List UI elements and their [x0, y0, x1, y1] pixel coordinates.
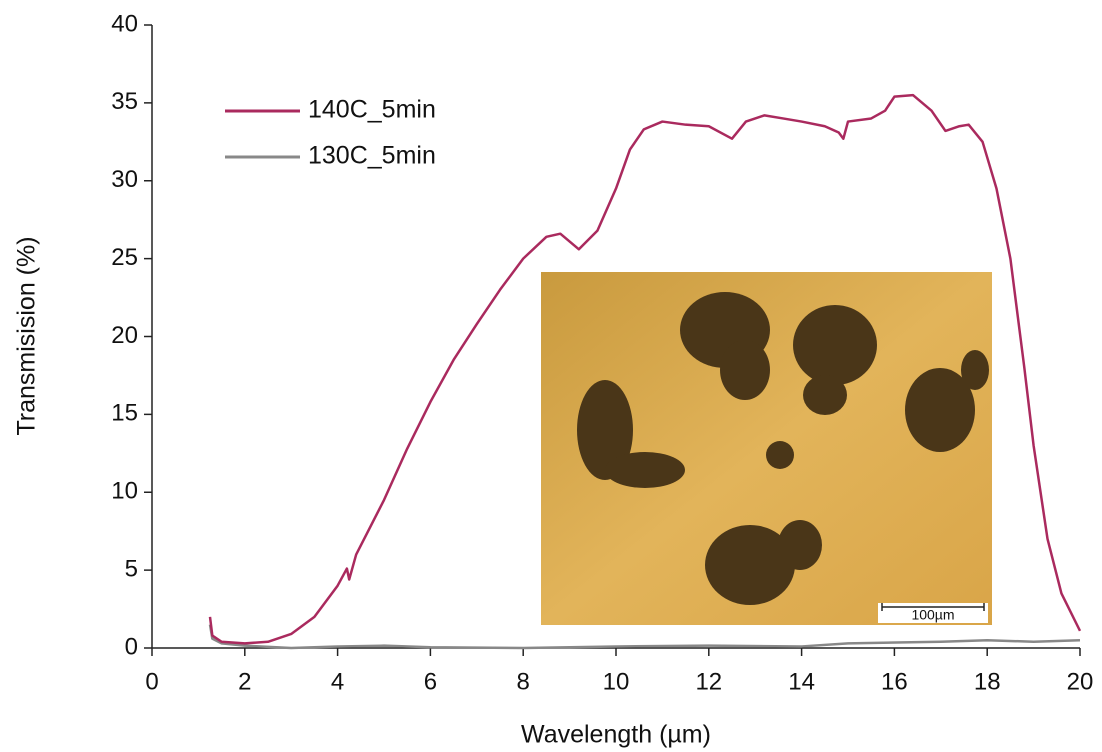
- x-tick-label: 4: [331, 668, 344, 695]
- x-axis-label: Wavelength (µm): [521, 721, 711, 749]
- y-tick-label: 35: [111, 88, 138, 115]
- y-tick-label: 10: [111, 478, 138, 505]
- x-tick-label: 0: [145, 668, 158, 695]
- y-axis-label: Transmisision (%): [13, 236, 41, 435]
- y-tick-label: 40: [111, 10, 138, 37]
- data-line: [208, 93, 1082, 645]
- x-tick-label: 14: [788, 668, 815, 695]
- x-tick-label: 18: [974, 668, 1001, 695]
- inset-image: 100µm: [541, 272, 992, 625]
- x-tick-label: 2: [238, 668, 251, 695]
- y-tick-label: 5: [125, 555, 138, 582]
- y-tick-label: 25: [111, 244, 138, 271]
- x-tick-label: 10: [603, 668, 630, 695]
- x-tick-label: 12: [695, 668, 722, 695]
- y-tick-label: 0: [125, 633, 138, 660]
- y-tick-label: 30: [111, 166, 138, 193]
- legend-label: 140C_5min: [308, 96, 436, 124]
- x-tick-label: 8: [517, 668, 530, 695]
- y-tick-label: 20: [111, 322, 138, 349]
- y-tick-label: 15: [111, 400, 138, 427]
- x-tick-label: 16: [881, 668, 908, 695]
- x-tick-label: 20: [1067, 668, 1094, 695]
- x-tick-label: 6: [424, 668, 437, 695]
- inset-scale-label: 100µm: [911, 607, 954, 623]
- legend-label: 130C_5min: [308, 142, 436, 170]
- data-line: [208, 624, 1081, 650]
